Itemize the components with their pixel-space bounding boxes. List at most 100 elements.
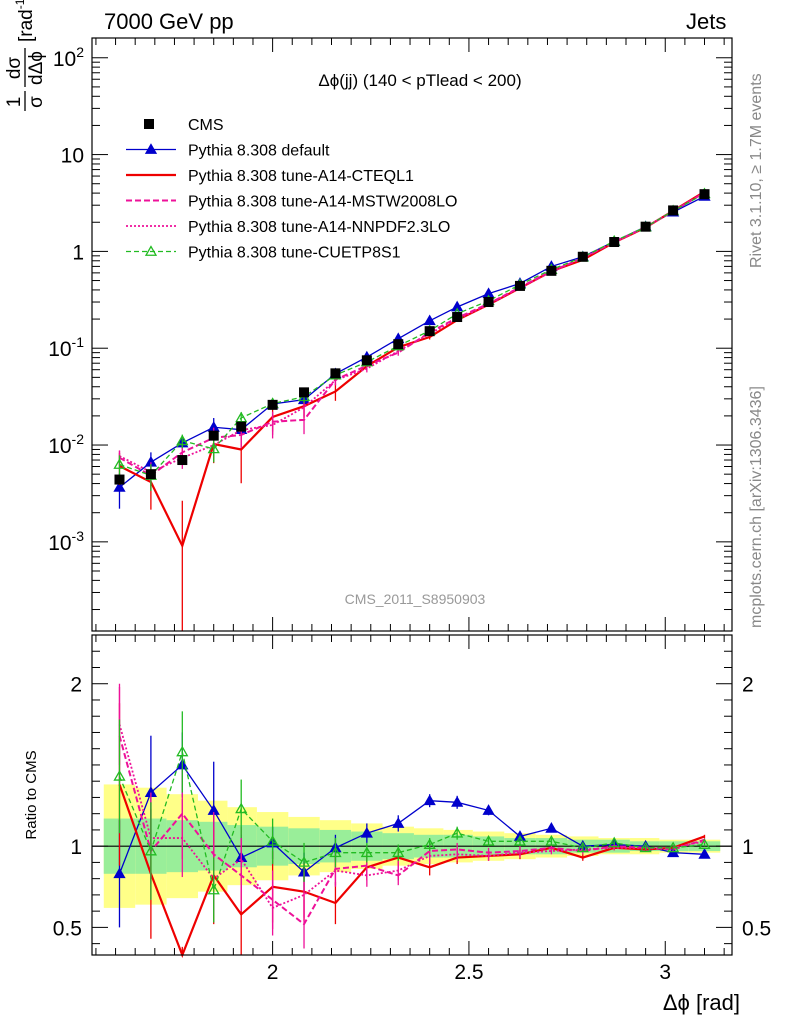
y-axis-label-unit-base: [rad [16,9,37,42]
y-tick-label: 10-2 [48,431,84,458]
y-tick-label: 102 [53,44,84,71]
y-tick-label-base: 1 [72,241,84,264]
series-marker-ratio [423,838,436,849]
y-tick-label-exp: -1 [72,334,85,350]
data-point [452,312,463,323]
y-tick-label: 10 [61,145,84,168]
ratio-tick-label-right: 1 [742,836,754,859]
series-marker-ratio [666,841,680,853]
series-line-ratio-3 [118,724,705,910]
series-marker-ratio [392,846,405,858]
data-point [393,339,404,350]
x-tick-label: 3 [659,961,671,984]
y-axis-label-frac1-num: 1 [4,97,25,108]
data-point [668,205,679,216]
data-point [546,265,557,276]
axes-group [91,37,733,956]
ratio-tick-label-left: 0.5 [53,917,82,940]
y-tick-label-base: 10 [48,435,71,458]
analysis-watermark: CMS_2011_S8950903 [345,591,486,607]
data-point [609,237,620,248]
data-point [299,387,310,398]
ratio-plot-frame [91,634,733,956]
data-point [236,421,247,432]
series-marker-main [451,300,464,312]
series-marker-ratio [207,883,220,895]
series-marker-ratio [113,770,126,781]
series-marker-ratio [451,795,464,807]
series-marker-ratio [513,834,527,846]
series-line-ratio-4 [118,749,705,893]
series-line-ratio-0 [118,763,705,875]
plot-title: Δϕ(jj) (140 < pTlead < 200) [318,71,521,90]
observable-group-label: Jets [686,9,727,34]
y-tick-label-exp: -2 [72,431,85,447]
energy-label: 7000 GeV pp [104,9,234,34]
series-marker-ratio [423,794,436,806]
data-point [208,430,219,441]
legend-marker-cms [144,119,154,129]
ratio-tick-label-right: 2 [742,674,754,697]
y-tick-label-exp: 2 [76,44,84,60]
series-marker-ratio [235,802,248,814]
series-marker-main [113,481,126,492]
series-marker-ratio [608,836,621,848]
data-point [361,355,372,366]
series-marker-ratio [698,838,711,849]
series-marker-ratio [176,745,189,757]
x-tick-label: 2.5 [454,961,483,984]
series-marker-ratio [576,841,589,853]
y-axis-label-frac2-den: dΔϕ [26,51,47,85]
series-marker-ratio [360,826,373,838]
legend: CMS Pythia 8.308 default Pythia 8.308 tune… [126,117,457,262]
data-point [114,474,125,485]
legend-label-5: Pythia 8.308 tune-CUETP8S1 [188,245,401,262]
y-axis-label-unit-exp: -1 [13,0,27,9]
series-marker-ratio [545,821,558,833]
ratio-axis-label: Ratio to CMS [23,750,40,839]
legend-label-2: Pythia 8.308 tune-A14-CTEQL1 [188,168,414,185]
series-marker-ratio [360,846,373,858]
legend-marker-4 [144,245,158,256]
series-marker-ratio [297,856,311,867]
series-marker-ratio [144,844,158,856]
y-tick-label-base: 10 [53,48,76,71]
y-tick-label: 10-1 [48,334,84,361]
data-point [330,368,341,379]
y-axis-label-frac1-den: σ [26,96,47,108]
data-point [267,399,278,410]
y-tick-label-base: 10 [48,532,71,555]
legend-marker-0 [144,143,158,154]
legend-label-3: Pythia 8.308 tune-A14-MSTW2008LO [188,194,457,211]
y-tick-label-exp: -3 [72,528,85,544]
x-tick-label: 2 [267,961,279,984]
series-marker-ratio [451,826,464,838]
data-point [483,297,494,308]
y-axis-label-frac2-num: dσ [4,57,25,80]
data-point [514,280,525,291]
y-tick-label-base: 10 [48,338,71,361]
series-marker-ratio [639,841,652,853]
ratio-tick-label-right: 0.5 [742,917,771,940]
series-marker-ratio [392,817,405,828]
main-plot-frame [91,37,733,632]
data-point [145,469,156,480]
series-marker-ratio [266,834,279,846]
series-marker-ratio [482,804,495,815]
data-points-group [114,189,710,485]
series-marker-ratio [113,867,126,879]
legend-label-4: Pythia 8.308 tune-A14-NNPDF2.3LO [188,219,450,236]
ratio-tick-label-left: 2 [70,674,82,697]
y-tick-label: 10-3 [48,528,84,555]
series-marker-main [113,458,126,469]
y-tick-label-base: 10 [61,145,84,168]
series-marker-ratio [698,847,711,859]
legend-label-0: CMS [188,117,224,134]
series-marker-main [423,314,436,326]
data-point [640,221,651,232]
series-marker-ratio [545,834,558,846]
data-point [424,326,435,337]
series-marker-main [207,442,220,454]
